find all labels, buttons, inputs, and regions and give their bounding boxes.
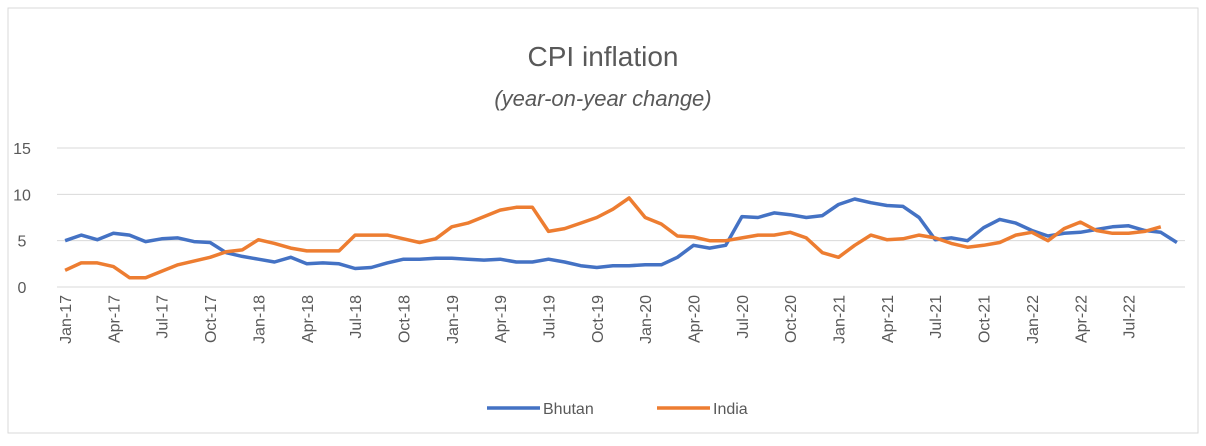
y-tick-label: 0: [18, 280, 27, 297]
chart-title: CPI inflation: [528, 41, 679, 72]
x-tick-label: Apr-22: [1073, 295, 1090, 343]
x-tick-label: Apr-17: [106, 295, 123, 343]
x-tick-label: Apr-20: [687, 295, 704, 343]
x-tick-label: Jul-20: [735, 295, 752, 339]
x-tick-label: Jul-21: [928, 295, 945, 339]
x-tick-label: Jan-19: [445, 295, 462, 344]
x-tick-label: Jan-20: [638, 295, 655, 344]
legend-label: Bhutan: [543, 401, 594, 418]
x-tick-label: Jan-18: [251, 295, 268, 344]
x-tick-label: Oct-18: [396, 295, 413, 343]
line-series: [64, 197, 1178, 271]
line-series: [64, 196, 1162, 280]
x-tick-label: Jan-17: [58, 295, 75, 344]
x-tick-label: Jul-17: [155, 295, 172, 339]
y-tick-label: 10: [13, 187, 31, 204]
x-tick-label: Jul-22: [1122, 295, 1139, 339]
x-tick-label: Jan-21: [832, 295, 849, 344]
x-tick-label: Apr-21: [880, 295, 897, 343]
chart-subtitle: (year-on-year change): [494, 86, 711, 111]
legend-label: India: [713, 401, 748, 418]
x-tick-label: Oct-19: [590, 295, 607, 343]
x-tick-label: Jul-19: [541, 295, 558, 339]
x-tick-label: Apr-19: [493, 295, 510, 343]
x-tick-label: Oct-17: [203, 295, 220, 343]
x-tick-label: Jul-18: [348, 295, 365, 339]
x-tick-label: Apr-18: [300, 295, 317, 343]
x-tick-label: Oct-21: [977, 295, 994, 343]
x-tick-label: Oct-20: [783, 295, 800, 343]
x-tick-label: Jan-22: [1025, 295, 1042, 344]
y-tick-label: 15: [13, 141, 31, 158]
y-tick-label: 5: [18, 234, 27, 251]
